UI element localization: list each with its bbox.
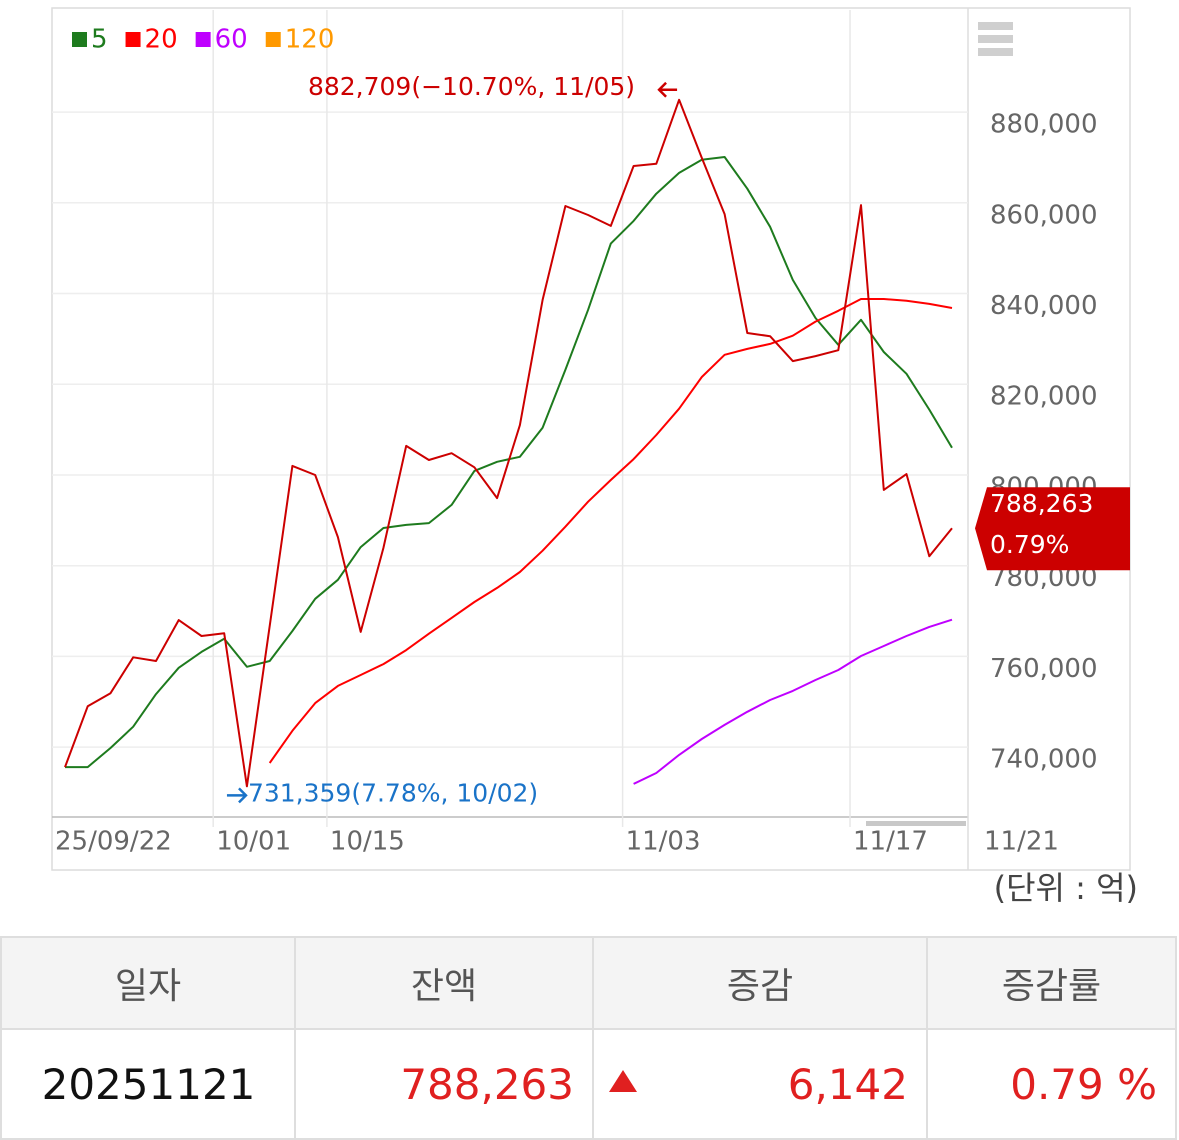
- up-icon: [609, 1069, 637, 1092]
- last-value-tag: [975, 487, 1130, 571]
- legend-label: 120: [285, 25, 335, 55]
- y-tick-label: 760,000: [990, 654, 1098, 684]
- menu-icon[interactable]: [978, 22, 1013, 56]
- unit-label: (단위 : 억): [994, 869, 1138, 907]
- min-arrow: [226, 787, 248, 804]
- series-line: [633, 618, 953, 785]
- change-value: 6,142: [787, 1059, 908, 1109]
- header-cell: 증감률: [926, 936, 1177, 1030]
- legend-swatch: [195, 32, 211, 47]
- legend-swatch: [72, 32, 87, 47]
- x-tick-label: 25/09/22: [55, 827, 172, 857]
- last-value-label: 788,263: [990, 489, 1093, 518]
- date-cell: 20251121: [0, 1028, 296, 1140]
- y-tick-label: 860,000: [990, 200, 1098, 230]
- header-cell: 잔액: [294, 936, 594, 1030]
- chart-frame: [51, 7, 1131, 871]
- y-tick-label: 740,000: [990, 745, 1098, 775]
- x-tick-label: 11/17: [853, 827, 928, 857]
- legend-label: 5: [91, 25, 108, 55]
- header-row: 일자 잔액 증감 증감률: [0, 936, 1177, 1030]
- series-line: [268, 298, 953, 764]
- max-arrow: [657, 81, 678, 98]
- y-tick-label: 880,000: [990, 110, 1098, 140]
- scrollbar[interactable]: [866, 821, 966, 826]
- header-cell: 증감: [592, 936, 928, 1030]
- y-tick-label: 840,000: [990, 291, 1098, 321]
- legend-label: 60: [215, 25, 248, 55]
- legend-label: 20: [145, 25, 178, 55]
- menu-bar: [978, 35, 1013, 43]
- balance-cell: 788,263: [294, 1028, 594, 1140]
- menu-bar: [978, 22, 1013, 30]
- x-tick-label: 11/03: [626, 827, 701, 857]
- data-row: 20251121 788,263 6,142 0.79 %: [0, 1028, 1177, 1140]
- x-tick-label: 10/01: [216, 827, 291, 857]
- legend-swatch: [265, 32, 281, 47]
- last-change-label: 0.79%: [990, 530, 1069, 559]
- chart: (단위 : 억) 740,000760,000780,000800,000820…: [51, 7, 1138, 907]
- x-tick-label: 11/21: [984, 827, 1059, 857]
- menu-bar: [978, 48, 1013, 56]
- x-tick-label: 10/15: [330, 827, 405, 857]
- max-annotation: 882,709(−10.70%, 11/05): [308, 72, 635, 101]
- min-annotation: 731,359(7.78%, 10/02): [248, 778, 538, 807]
- header-cell: 일자: [0, 936, 296, 1030]
- y-tick-label: 820,000: [990, 382, 1098, 412]
- change-cell: 6,142: [592, 1028, 928, 1140]
- rate-cell: 0.79 %: [926, 1028, 1177, 1140]
- summary-table: 일자 잔액 증감 증감률 20251121 788,263 6,142 0.79…: [0, 936, 1177, 1140]
- legend-swatch: [125, 32, 141, 47]
- series-line: [64, 98, 953, 788]
